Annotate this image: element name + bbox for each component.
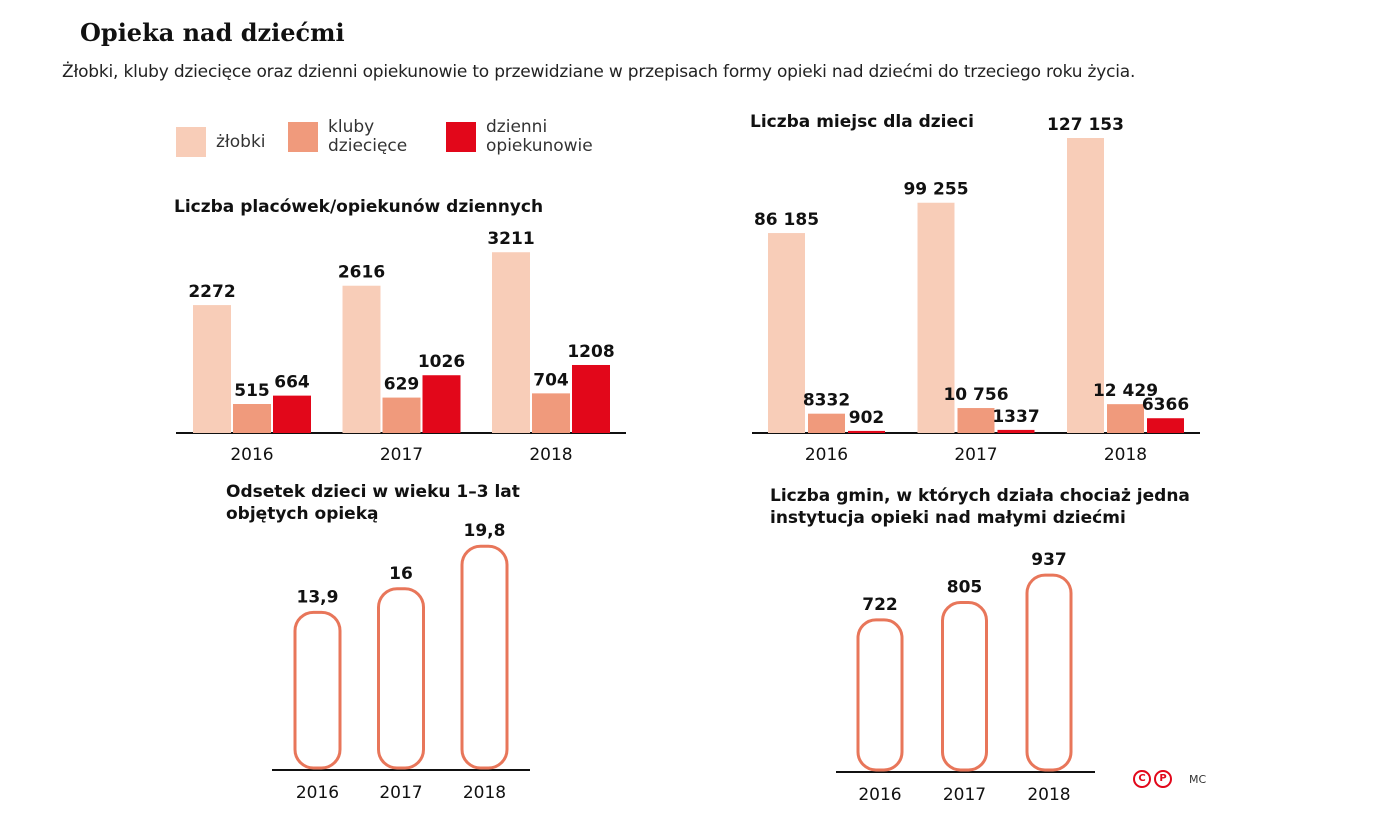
bar-2017-2 [422,375,461,433]
x-tick-label: 2018 [1027,785,1070,805]
data-label: 1026 [418,352,465,372]
data-label: 805 [947,578,983,598]
data-label: 902 [849,408,885,428]
bar-2018-2 [572,364,610,433]
data-label: 16 [389,564,413,584]
x-tick-label: 2018 [463,783,506,803]
data-label: 515 [234,381,270,401]
bar-2018-1 [532,393,570,433]
bar-2017-2 [997,429,1035,433]
data-label: 1208 [567,342,614,362]
data-label: 1337 [992,407,1039,427]
bar-2017-0 [342,285,381,433]
bar-2018-0 [492,252,530,433]
bar-2016-1 [808,413,845,433]
legend-label: kluby dziecięce [328,117,408,156]
capsule-bar-2017 [377,587,425,770]
legend-item-kluby: kluby dziecięce [288,118,407,156]
data-label: 99 255 [903,180,968,200]
author-credit: MC [1189,772,1207,786]
publisher-logo: C P MC [1133,770,1206,788]
bar-2017-0 [917,202,955,433]
legend-item-zlobki: żłobki [176,127,266,157]
data-label: 13,9 [297,587,339,607]
chart-title-odsetek: Odsetek dzieci w wieku 1–3 lat objętych o… [226,482,520,524]
bar-2016-1 [233,404,271,433]
legend-label: żłobki [216,131,266,152]
data-label: 722 [862,595,898,615]
subtitle: Żłobki, kluby dziecięce oraz dzienni opi… [62,62,1136,82]
chart-title-miejsca: Liczba miejsc dla dzieci [750,112,974,132]
copyright-icon: C [1133,770,1151,788]
bar-2016-2 [273,395,311,433]
capsule-bar-2016 [856,618,904,772]
bar-2018-1 [1107,404,1144,433]
x-tick-label: 2018 [529,445,572,465]
data-label: 2616 [338,263,385,283]
legend-swatch [176,127,206,157]
x-tick-label: 2016 [230,445,273,465]
data-label: 19,8 [464,521,506,541]
chart-title-gminy: Liczba gmin, w których działa chociaż je… [770,486,1190,528]
bar-2017-1 [382,397,421,433]
data-label: 3211 [487,229,534,249]
x-tick-label: 2018 [1104,445,1147,465]
x-tick-label: 2016 [858,785,901,805]
bar-2018-0 [1067,138,1104,433]
data-label: 629 [384,375,420,395]
x-tick-label: 2016 [805,445,848,465]
capsule-bar-2017 [941,601,988,772]
legend-swatch [288,122,318,152]
page-title: Opieka nad dziećmi [80,18,345,47]
legend-label: dzienni opiekunowie [486,117,593,156]
p-icon: P [1154,770,1172,788]
x-tick-label: 2017 [379,783,422,803]
data-label: 937 [1031,550,1067,570]
x-tick-label: 2017 [954,445,997,465]
bar-2016-2 [848,430,885,433]
data-label: 2272 [188,282,235,302]
bar-2018-2 [1147,418,1184,433]
bar-2016-0 [193,305,231,433]
x-tick-label: 2017 [943,785,986,805]
legend-swatch [446,122,476,152]
data-label: 6366 [1142,395,1189,415]
legend-item-opiekunowie: dzienni opiekunowie [446,118,593,156]
chart-title-placowki: Liczba placówek/opiekunów dziennych [174,197,544,217]
capsule-bar-2018 [1025,573,1073,772]
data-label: 704 [533,370,569,390]
data-label: 8332 [803,391,850,411]
bar-2017-1 [957,408,995,433]
data-label: 86 185 [754,210,819,230]
capsule-bar-2016 [293,610,342,770]
x-tick-label: 2017 [380,445,423,465]
data-label: 12 429 [1093,381,1158,401]
data-label: 127 153 [1047,115,1124,135]
capsule-bar-2018 [460,544,509,770]
data-label: 664 [274,373,310,393]
x-tick-label: 2016 [296,783,339,803]
bar-2016-0 [768,233,805,433]
data-label: 10 756 [943,385,1008,405]
